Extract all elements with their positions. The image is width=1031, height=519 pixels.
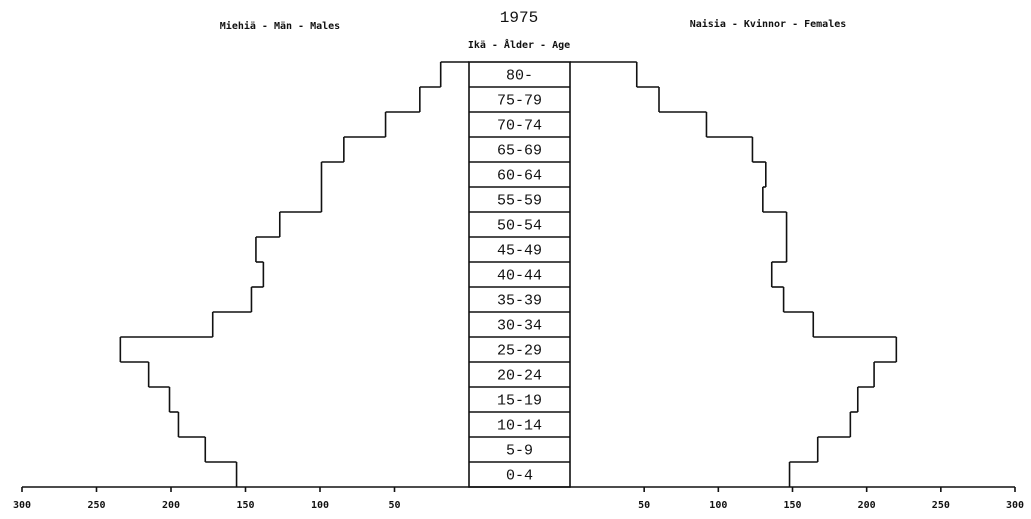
category-label: Ikä - Ålder - Age: [468, 38, 570, 51]
age-label: 80-: [506, 67, 533, 84]
age-label: 70-74: [497, 117, 542, 134]
legend-males: Miehiä - Män - Males: [220, 20, 340, 32]
age-label: 0-4: [506, 467, 533, 484]
age-label: 20-24: [497, 367, 542, 384]
x-tick-label: 100: [311, 500, 329, 511]
x-tick-label: 200: [162, 500, 180, 511]
x-tick-label: 50: [638, 500, 650, 511]
x-tick-label: 300: [13, 500, 31, 511]
age-label: 65-69: [497, 142, 542, 159]
age-label: 5-9: [506, 442, 533, 459]
age-label: 40-44: [497, 267, 542, 284]
legend-females: Naisia - Kvinnor - Females: [690, 18, 847, 30]
x-tick-label: 100: [709, 500, 727, 511]
x-tick-label: 250: [87, 500, 105, 511]
age-label: 35-39: [497, 292, 542, 309]
age-label: 45-49: [497, 242, 542, 259]
x-tick-label: 250: [932, 500, 950, 511]
chart-title: 1975: [500, 9, 538, 27]
x-tick-label: 150: [236, 500, 254, 511]
age-label: 60-64: [497, 167, 542, 184]
age-label: 10-14: [497, 417, 542, 434]
age-label: 15-19: [497, 392, 542, 409]
x-tick-label: 150: [783, 500, 801, 511]
x-tick-label: 50: [388, 500, 400, 511]
x-tick-label: 200: [858, 500, 876, 511]
x-tick-label: 300: [1006, 500, 1024, 511]
age-label: 55-59: [497, 192, 542, 209]
age-label: 30-34: [497, 317, 542, 334]
age-label: 50-54: [497, 217, 542, 234]
age-label: 25-29: [497, 342, 542, 359]
age-label: 75-79: [497, 92, 542, 109]
